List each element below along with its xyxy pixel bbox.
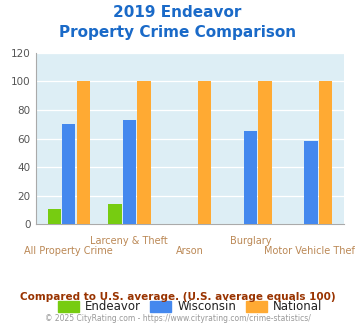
Bar — [123, 120, 136, 224]
Bar — [304, 142, 318, 224]
Bar — [62, 124, 76, 224]
Bar — [48, 209, 61, 224]
Text: Property Crime Comparison: Property Crime Comparison — [59, 25, 296, 40]
Text: All Property Crime: All Property Crime — [24, 246, 113, 256]
Bar — [258, 82, 272, 224]
Text: Compared to U.S. average. (U.S. average equals 100): Compared to U.S. average. (U.S. average … — [20, 292, 335, 302]
Legend: Endeavor, Wisconsin, National: Endeavor, Wisconsin, National — [53, 295, 327, 318]
Text: Burglary: Burglary — [230, 236, 271, 246]
Text: 2019 Endeavor: 2019 Endeavor — [113, 5, 242, 20]
Text: Arson: Arson — [176, 246, 204, 256]
Text: Larceny & Theft: Larceny & Theft — [91, 236, 168, 246]
Bar — [77, 82, 90, 224]
Bar — [137, 82, 151, 224]
Text: © 2025 CityRating.com - https://www.cityrating.com/crime-statistics/: © 2025 CityRating.com - https://www.city… — [45, 314, 310, 323]
Bar — [198, 82, 211, 224]
Bar — [244, 131, 257, 224]
Text: Motor Vehicle Theft: Motor Vehicle Theft — [264, 246, 355, 256]
Bar — [319, 82, 332, 224]
Bar — [108, 204, 121, 224]
